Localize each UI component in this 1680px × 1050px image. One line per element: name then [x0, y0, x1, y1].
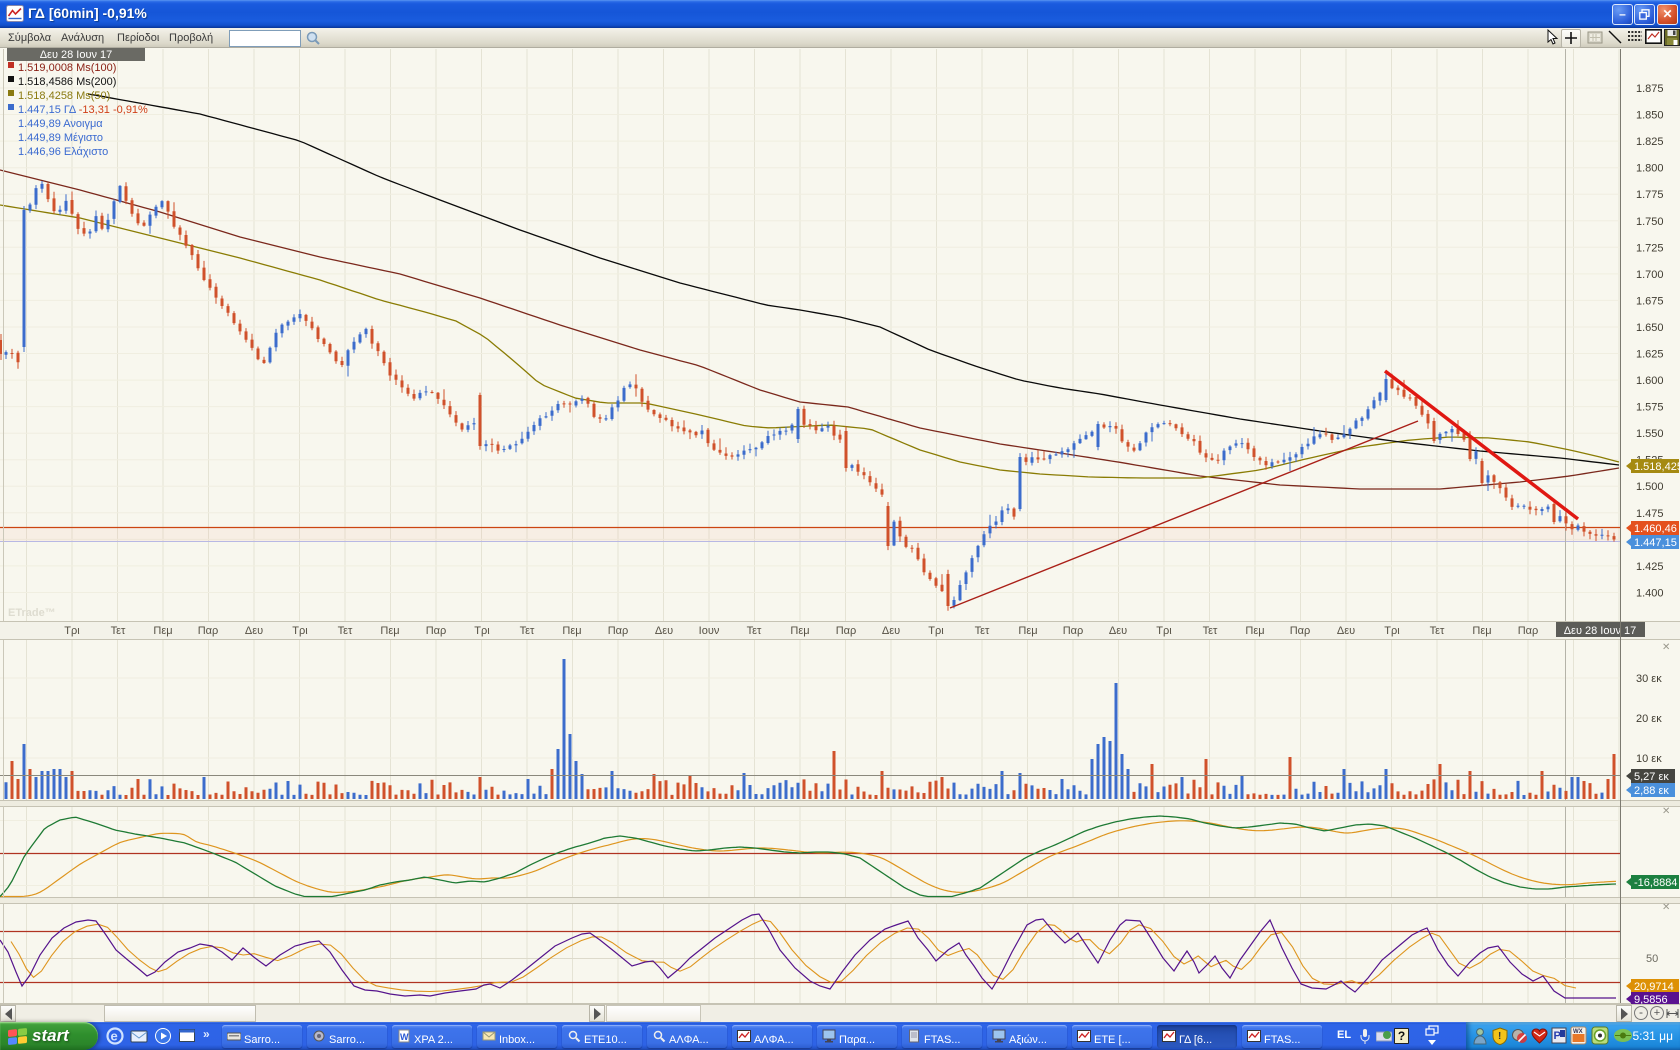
- svg-text:Δευ: Δευ: [1109, 625, 1127, 637]
- svg-text:Τρι: Τρι: [474, 625, 490, 637]
- svg-text:Τρι: Τρι: [1156, 625, 1172, 637]
- svg-text:Τετ: Τετ: [338, 625, 353, 637]
- svg-text:Παρ: Παρ: [836, 625, 857, 637]
- svg-text:1.447,15 ΓΔ -13,31 -0,91%: 1.447,15 ΓΔ -13,31 -0,91%: [18, 104, 148, 116]
- svg-text:Παρ: Παρ: [198, 625, 219, 637]
- svg-text:Πεμ: Πεμ: [153, 625, 172, 637]
- svg-text:✕: ✕: [1662, 806, 1670, 817]
- svg-text:1.518,425: 1.518,425: [1634, 461, 1680, 473]
- svg-text:Δευ 28 Ιουν 17: Δευ 28 Ιουν 17: [40, 49, 113, 61]
- svg-text:1.500: 1.500: [1636, 481, 1664, 493]
- svg-text:Τετ: Τετ: [111, 625, 126, 637]
- svg-text:1.650: 1.650: [1636, 322, 1664, 334]
- svg-text:P: P: [1554, 1030, 1561, 1042]
- svg-text:!: !: [1498, 1031, 1501, 1042]
- svg-text:Δευ: Δευ: [245, 625, 263, 637]
- svg-text:20 εκ: 20 εκ: [1636, 713, 1662, 725]
- svg-text:Παρ: Παρ: [1290, 625, 1311, 637]
- svg-text:9,5856: 9,5856: [1634, 994, 1668, 1004]
- svg-text:1.875: 1.875: [1636, 83, 1664, 95]
- svg-text:1.460,46: 1.460,46: [1634, 523, 1677, 535]
- svg-text:1.600: 1.600: [1636, 375, 1664, 387]
- svg-text:1.519,0008 Ms(100): 1.519,0008 Ms(100): [18, 62, 116, 74]
- svg-text:Παρ: Παρ: [1518, 625, 1539, 637]
- svg-text:1.518,4586 Ms(200): 1.518,4586 Ms(200): [18, 76, 116, 88]
- svg-text:ETrade™: ETrade™: [8, 607, 56, 619]
- svg-text:1.675: 1.675: [1636, 295, 1664, 307]
- svg-text:Τετ: Τετ: [747, 625, 762, 637]
- svg-text:5,27 εκ: 5,27 εκ: [1634, 771, 1669, 783]
- svg-text:Πεμ: Πεμ: [1472, 625, 1491, 637]
- svg-text:-16,8884: -16,8884: [1634, 877, 1677, 889]
- svg-text:Τρι: Τρι: [1384, 625, 1400, 637]
- svg-text:1.625: 1.625: [1636, 349, 1664, 361]
- svg-text:1.850: 1.850: [1636, 110, 1664, 122]
- svg-text:Τετ: Τετ: [520, 625, 535, 637]
- svg-text:✕: ✕: [1662, 902, 1670, 913]
- svg-text:Παρ: Παρ: [1063, 625, 1084, 637]
- svg-text:1.400: 1.400: [1636, 588, 1664, 600]
- svg-text:Πεμ: Πεμ: [1245, 625, 1264, 637]
- svg-text:Τετ: Τετ: [975, 625, 990, 637]
- svg-text:1.575: 1.575: [1636, 402, 1664, 414]
- svg-text:1.449,89 Μέγιστο: 1.449,89 Μέγιστο: [18, 132, 103, 144]
- svg-text:1.550: 1.550: [1636, 428, 1664, 440]
- svg-text:1.447,15: 1.447,15: [1634, 537, 1677, 549]
- svg-text:Τρι: Τρι: [292, 625, 308, 637]
- svg-text:Δευ 28 Ιουν 17: Δευ 28 Ιουν 17: [1564, 625, 1637, 637]
- svg-text:e: e: [111, 1029, 118, 1044]
- svg-text:1.700: 1.700: [1636, 269, 1664, 281]
- svg-text:WX: WX: [1573, 1029, 1583, 1035]
- svg-text:1.449,89 Ανοιγμα: 1.449,89 Ανοιγμα: [18, 118, 103, 130]
- svg-text:20,9714: 20,9714: [1634, 981, 1674, 993]
- svg-text:2,88 εκ: 2,88 εκ: [1634, 785, 1669, 797]
- svg-text:1.825: 1.825: [1636, 136, 1664, 148]
- svg-text:Πεμ: Πεμ: [790, 625, 809, 637]
- svg-text:1.750: 1.750: [1636, 216, 1664, 228]
- svg-text:1.775: 1.775: [1636, 189, 1664, 201]
- svg-text:Τρι: Τρι: [928, 625, 944, 637]
- svg-text:1.518,4258 Ms(50): 1.518,4258 Ms(50): [18, 90, 110, 102]
- svg-text:1.800: 1.800: [1636, 163, 1664, 175]
- svg-text:Δευ: Δευ: [882, 625, 900, 637]
- svg-text:1.475: 1.475: [1636, 508, 1664, 520]
- svg-text:Πεμ: Πεμ: [562, 625, 581, 637]
- svg-text:50: 50: [1646, 953, 1658, 965]
- svg-text:Πεμ: Πεμ: [1018, 625, 1037, 637]
- svg-text:1.425: 1.425: [1636, 561, 1664, 573]
- svg-text:Τρι: Τρι: [64, 625, 80, 637]
- svg-text:Ιουν: Ιουν: [699, 625, 720, 637]
- svg-text:Τετ: Τετ: [1203, 625, 1218, 637]
- svg-text:Παρ: Παρ: [426, 625, 447, 637]
- svg-text:1.446,96 Ελάχιστο: 1.446,96 Ελάχιστο: [18, 146, 108, 158]
- svg-text:✕: ✕: [1662, 642, 1670, 653]
- svg-text:Δευ: Δευ: [1337, 625, 1355, 637]
- svg-text:Πεμ: Πεμ: [380, 625, 399, 637]
- svg-text:1.725: 1.725: [1636, 242, 1664, 254]
- svg-text:10 εκ: 10 εκ: [1636, 753, 1662, 765]
- svg-text:Παρ: Παρ: [608, 625, 629, 637]
- svg-text:Δευ: Δευ: [655, 625, 673, 637]
- svg-text:30 εκ: 30 εκ: [1636, 673, 1662, 685]
- svg-text:W: W: [400, 1032, 409, 1042]
- svg-text:Τετ: Τετ: [1430, 625, 1445, 637]
